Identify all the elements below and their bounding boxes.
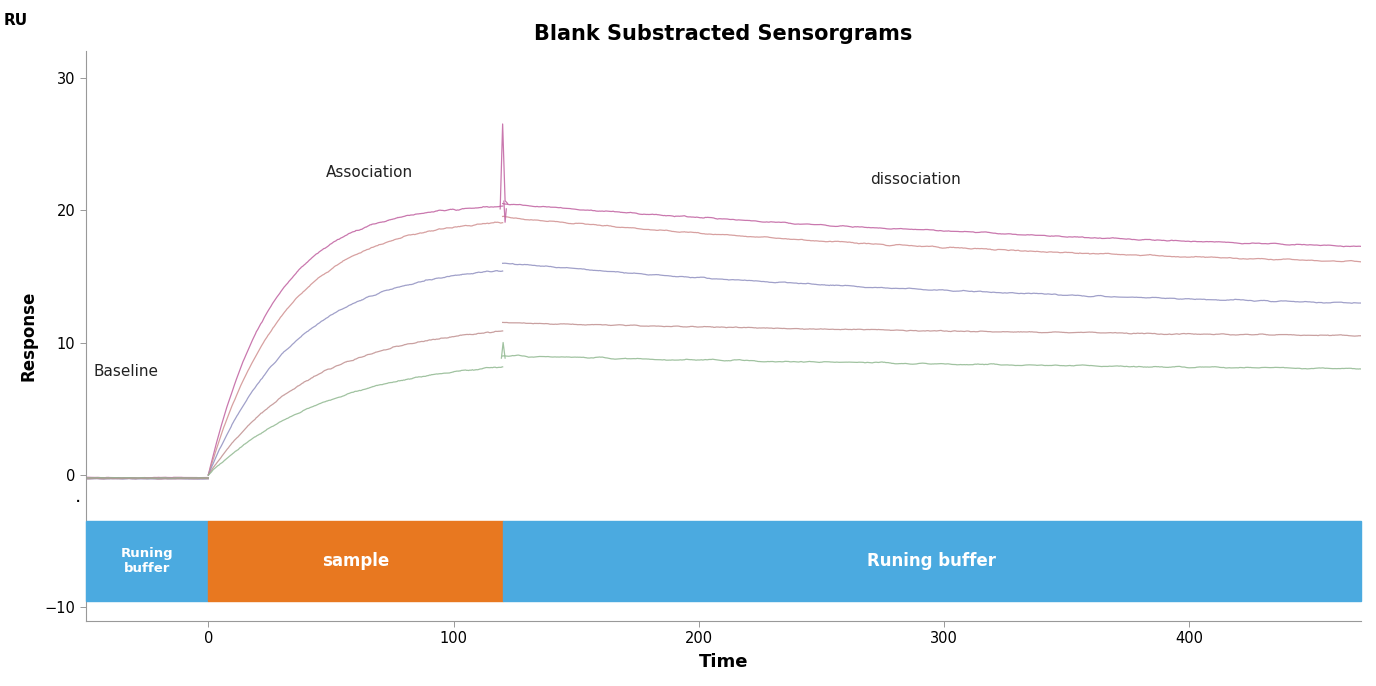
Text: Runing buffer: Runing buffer <box>867 552 996 570</box>
Y-axis label: Response: Response <box>19 291 37 381</box>
Text: sample: sample <box>322 552 389 570</box>
X-axis label: Time: Time <box>699 653 749 671</box>
Text: RU: RU <box>4 13 28 28</box>
Bar <box>85 521 208 601</box>
Text: Association: Association <box>326 165 413 180</box>
Text: ·: · <box>76 493 81 512</box>
Text: Runing
buffer: Runing buffer <box>121 547 173 575</box>
Text: Baseline: Baseline <box>94 364 158 379</box>
Title: Blank Substracted Sensorgrams: Blank Substracted Sensorgrams <box>534 24 912 44</box>
Bar <box>208 521 502 601</box>
Bar <box>502 521 1361 601</box>
Text: dissociation: dissociation <box>871 172 962 187</box>
